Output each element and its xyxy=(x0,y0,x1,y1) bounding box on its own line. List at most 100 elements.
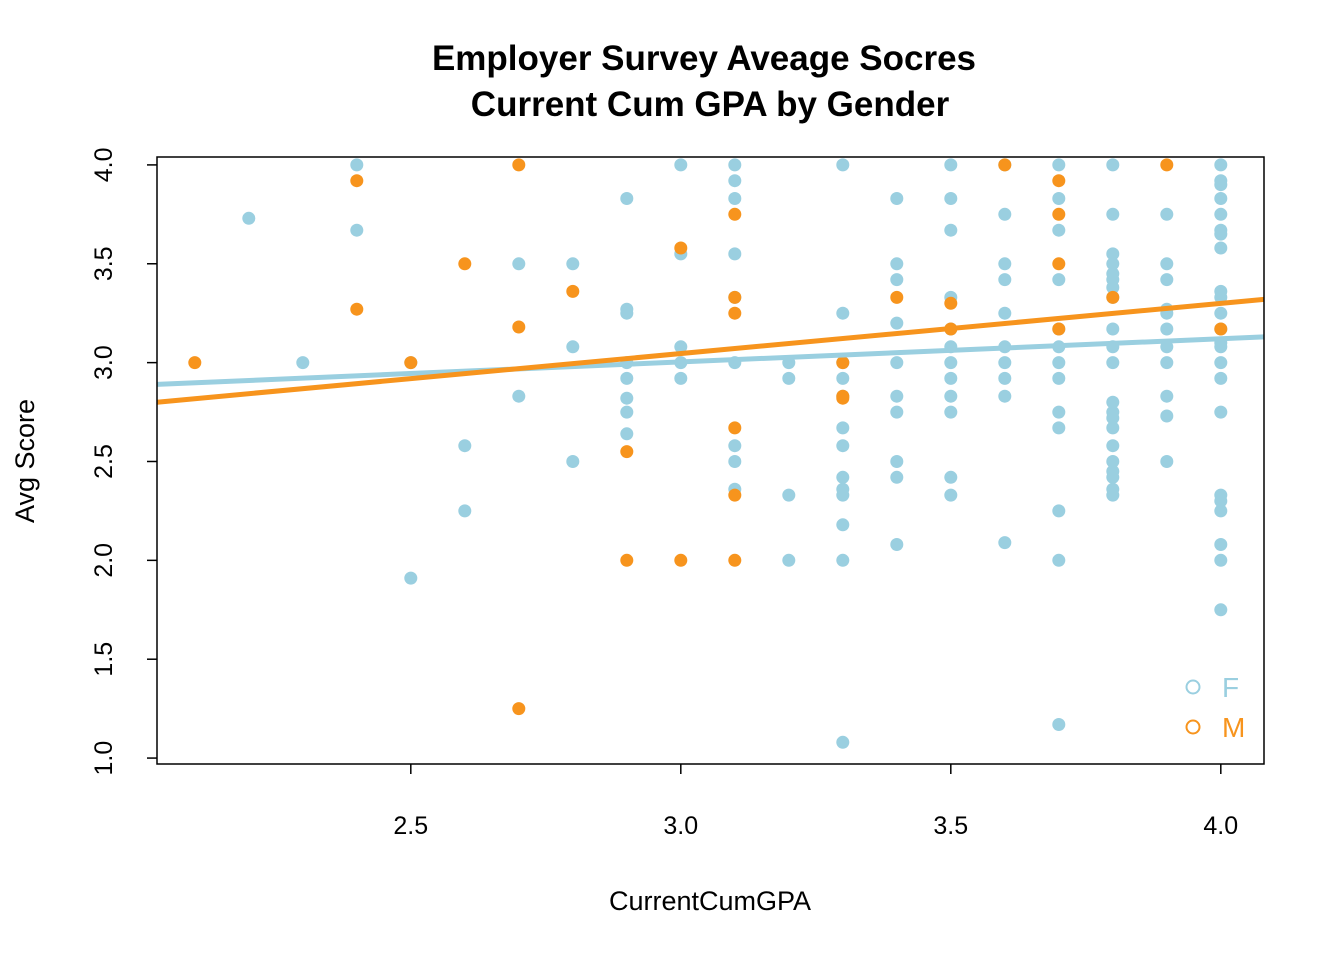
data-point-f xyxy=(296,356,310,370)
y-tick-label: 3.0 xyxy=(90,345,118,380)
data-point-f xyxy=(1052,718,1066,731)
data-point-m xyxy=(728,290,742,304)
data-point-f xyxy=(1106,411,1120,425)
x-axis-title: CurrentCumGPA xyxy=(609,886,811,916)
y-tick-label: 1.0 xyxy=(90,741,118,776)
data-point-f xyxy=(998,389,1012,403)
data-point-m xyxy=(1052,207,1066,221)
data-point-f xyxy=(998,536,1012,550)
data-point-f xyxy=(1214,340,1228,354)
data-point-f xyxy=(782,488,796,502)
data-point-m xyxy=(1214,322,1228,336)
data-point-f xyxy=(890,316,904,330)
data-point-f xyxy=(1106,158,1120,172)
x-tick-label: 2.5 xyxy=(393,812,428,840)
data-point-f xyxy=(836,488,850,502)
data-point-f xyxy=(728,158,742,172)
legend-label-f: F xyxy=(1222,672,1239,703)
y-tick-label: 3.5 xyxy=(90,246,118,281)
points-layer xyxy=(188,158,1228,749)
data-point-m xyxy=(1052,322,1066,336)
data-point-f xyxy=(836,158,850,172)
data-point-f xyxy=(1214,494,1228,508)
y-axis: 1.0 1.5 2.0 2.5 3.0 3.5 4.0 xyxy=(90,148,157,776)
data-point-m xyxy=(728,421,742,435)
data-point-f xyxy=(458,504,472,518)
data-point-f xyxy=(1106,470,1120,484)
data-point-f xyxy=(944,488,958,502)
data-point-f xyxy=(836,371,850,385)
data-point-f xyxy=(1214,538,1228,551)
x-tick-label: 4.0 xyxy=(1203,812,1238,840)
data-point-f xyxy=(998,306,1012,320)
data-point-f xyxy=(890,389,904,403)
data-point-f xyxy=(944,405,958,419)
data-point-f xyxy=(1160,257,1174,271)
data-point-f xyxy=(944,192,958,205)
chart-subtitle: Current Cum GPA by Gender xyxy=(471,85,950,124)
data-point-f xyxy=(890,455,904,468)
data-point-f xyxy=(728,192,742,205)
data-point-f xyxy=(1106,247,1120,261)
y-tick-label: 2.0 xyxy=(90,543,118,578)
data-point-f xyxy=(404,571,418,585)
data-point-f xyxy=(890,257,904,271)
plot-frame xyxy=(156,156,1265,765)
data-point-f xyxy=(782,371,796,385)
data-point-f xyxy=(1214,553,1228,567)
data-point-f xyxy=(728,439,742,453)
data-point-f xyxy=(836,470,850,484)
data-point-f xyxy=(1052,356,1066,370)
data-point-m xyxy=(350,302,364,316)
data-point-f xyxy=(674,371,688,385)
data-point-f xyxy=(620,427,634,441)
data-point-f xyxy=(890,192,904,205)
data-point-f xyxy=(944,389,958,403)
data-point-f xyxy=(998,257,1012,271)
data-point-f xyxy=(1160,455,1174,468)
data-point-f xyxy=(1106,395,1120,409)
data-point-f xyxy=(1214,405,1228,419)
data-point-f xyxy=(944,223,958,237)
data-point-f xyxy=(836,553,850,567)
x-tick-label: 3.5 xyxy=(933,812,968,840)
data-point-f xyxy=(674,158,688,172)
trend-line-f xyxy=(156,334,1265,387)
data-point-f xyxy=(728,174,742,188)
data-point-f xyxy=(836,518,850,532)
data-point-m xyxy=(944,296,958,310)
chart-title: Employer Survey Aveage Socres xyxy=(432,39,976,78)
data-point-f xyxy=(1160,207,1174,221)
data-point-m xyxy=(350,174,364,188)
data-point-f xyxy=(566,455,580,468)
data-point-m xyxy=(1052,257,1066,271)
data-point-f xyxy=(728,455,742,468)
data-point-f xyxy=(1052,273,1066,287)
data-point-f xyxy=(890,405,904,419)
data-point-f xyxy=(620,391,634,405)
data-point-f xyxy=(620,405,634,419)
data-point-f xyxy=(1214,241,1228,255)
legend-marker-f xyxy=(1185,679,1201,695)
y-tick-label: 2.5 xyxy=(90,444,118,479)
data-point-f xyxy=(1160,409,1174,423)
data-point-m xyxy=(836,356,850,370)
data-point-m xyxy=(404,356,418,370)
legend: FM xyxy=(1185,672,1245,743)
data-point-m xyxy=(188,356,202,370)
data-point-f xyxy=(998,371,1012,385)
data-point-f xyxy=(1160,273,1174,287)
x-axis: 2.5 3.0 3.5 4.0 xyxy=(393,764,1238,840)
data-point-f xyxy=(944,158,958,172)
data-point-f xyxy=(836,735,850,749)
data-point-f xyxy=(566,340,580,354)
data-point-m xyxy=(566,284,580,298)
data-point-f xyxy=(998,273,1012,287)
data-point-m xyxy=(512,158,526,172)
data-point-m xyxy=(512,702,526,716)
data-point-f xyxy=(1106,322,1120,336)
data-point-f xyxy=(242,211,256,225)
data-point-f xyxy=(1052,371,1066,385)
